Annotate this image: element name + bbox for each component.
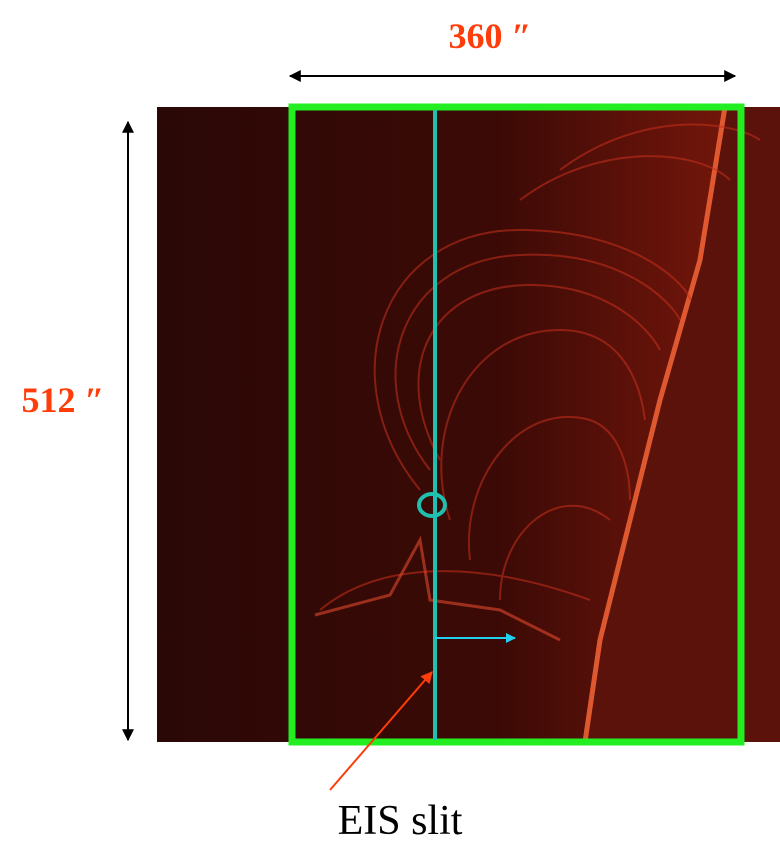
slit-label: EIS slit: [338, 798, 463, 844]
height-label: 512 ″: [22, 380, 105, 420]
solar-image: [157, 107, 780, 742]
width-label: 360 ″: [449, 16, 532, 56]
page: 360 ″ 512 ″ EIS slit (() => { const data…: [0, 0, 780, 850]
diagram: 360 ″ 512 ″ EIS slit: [0, 0, 780, 850]
